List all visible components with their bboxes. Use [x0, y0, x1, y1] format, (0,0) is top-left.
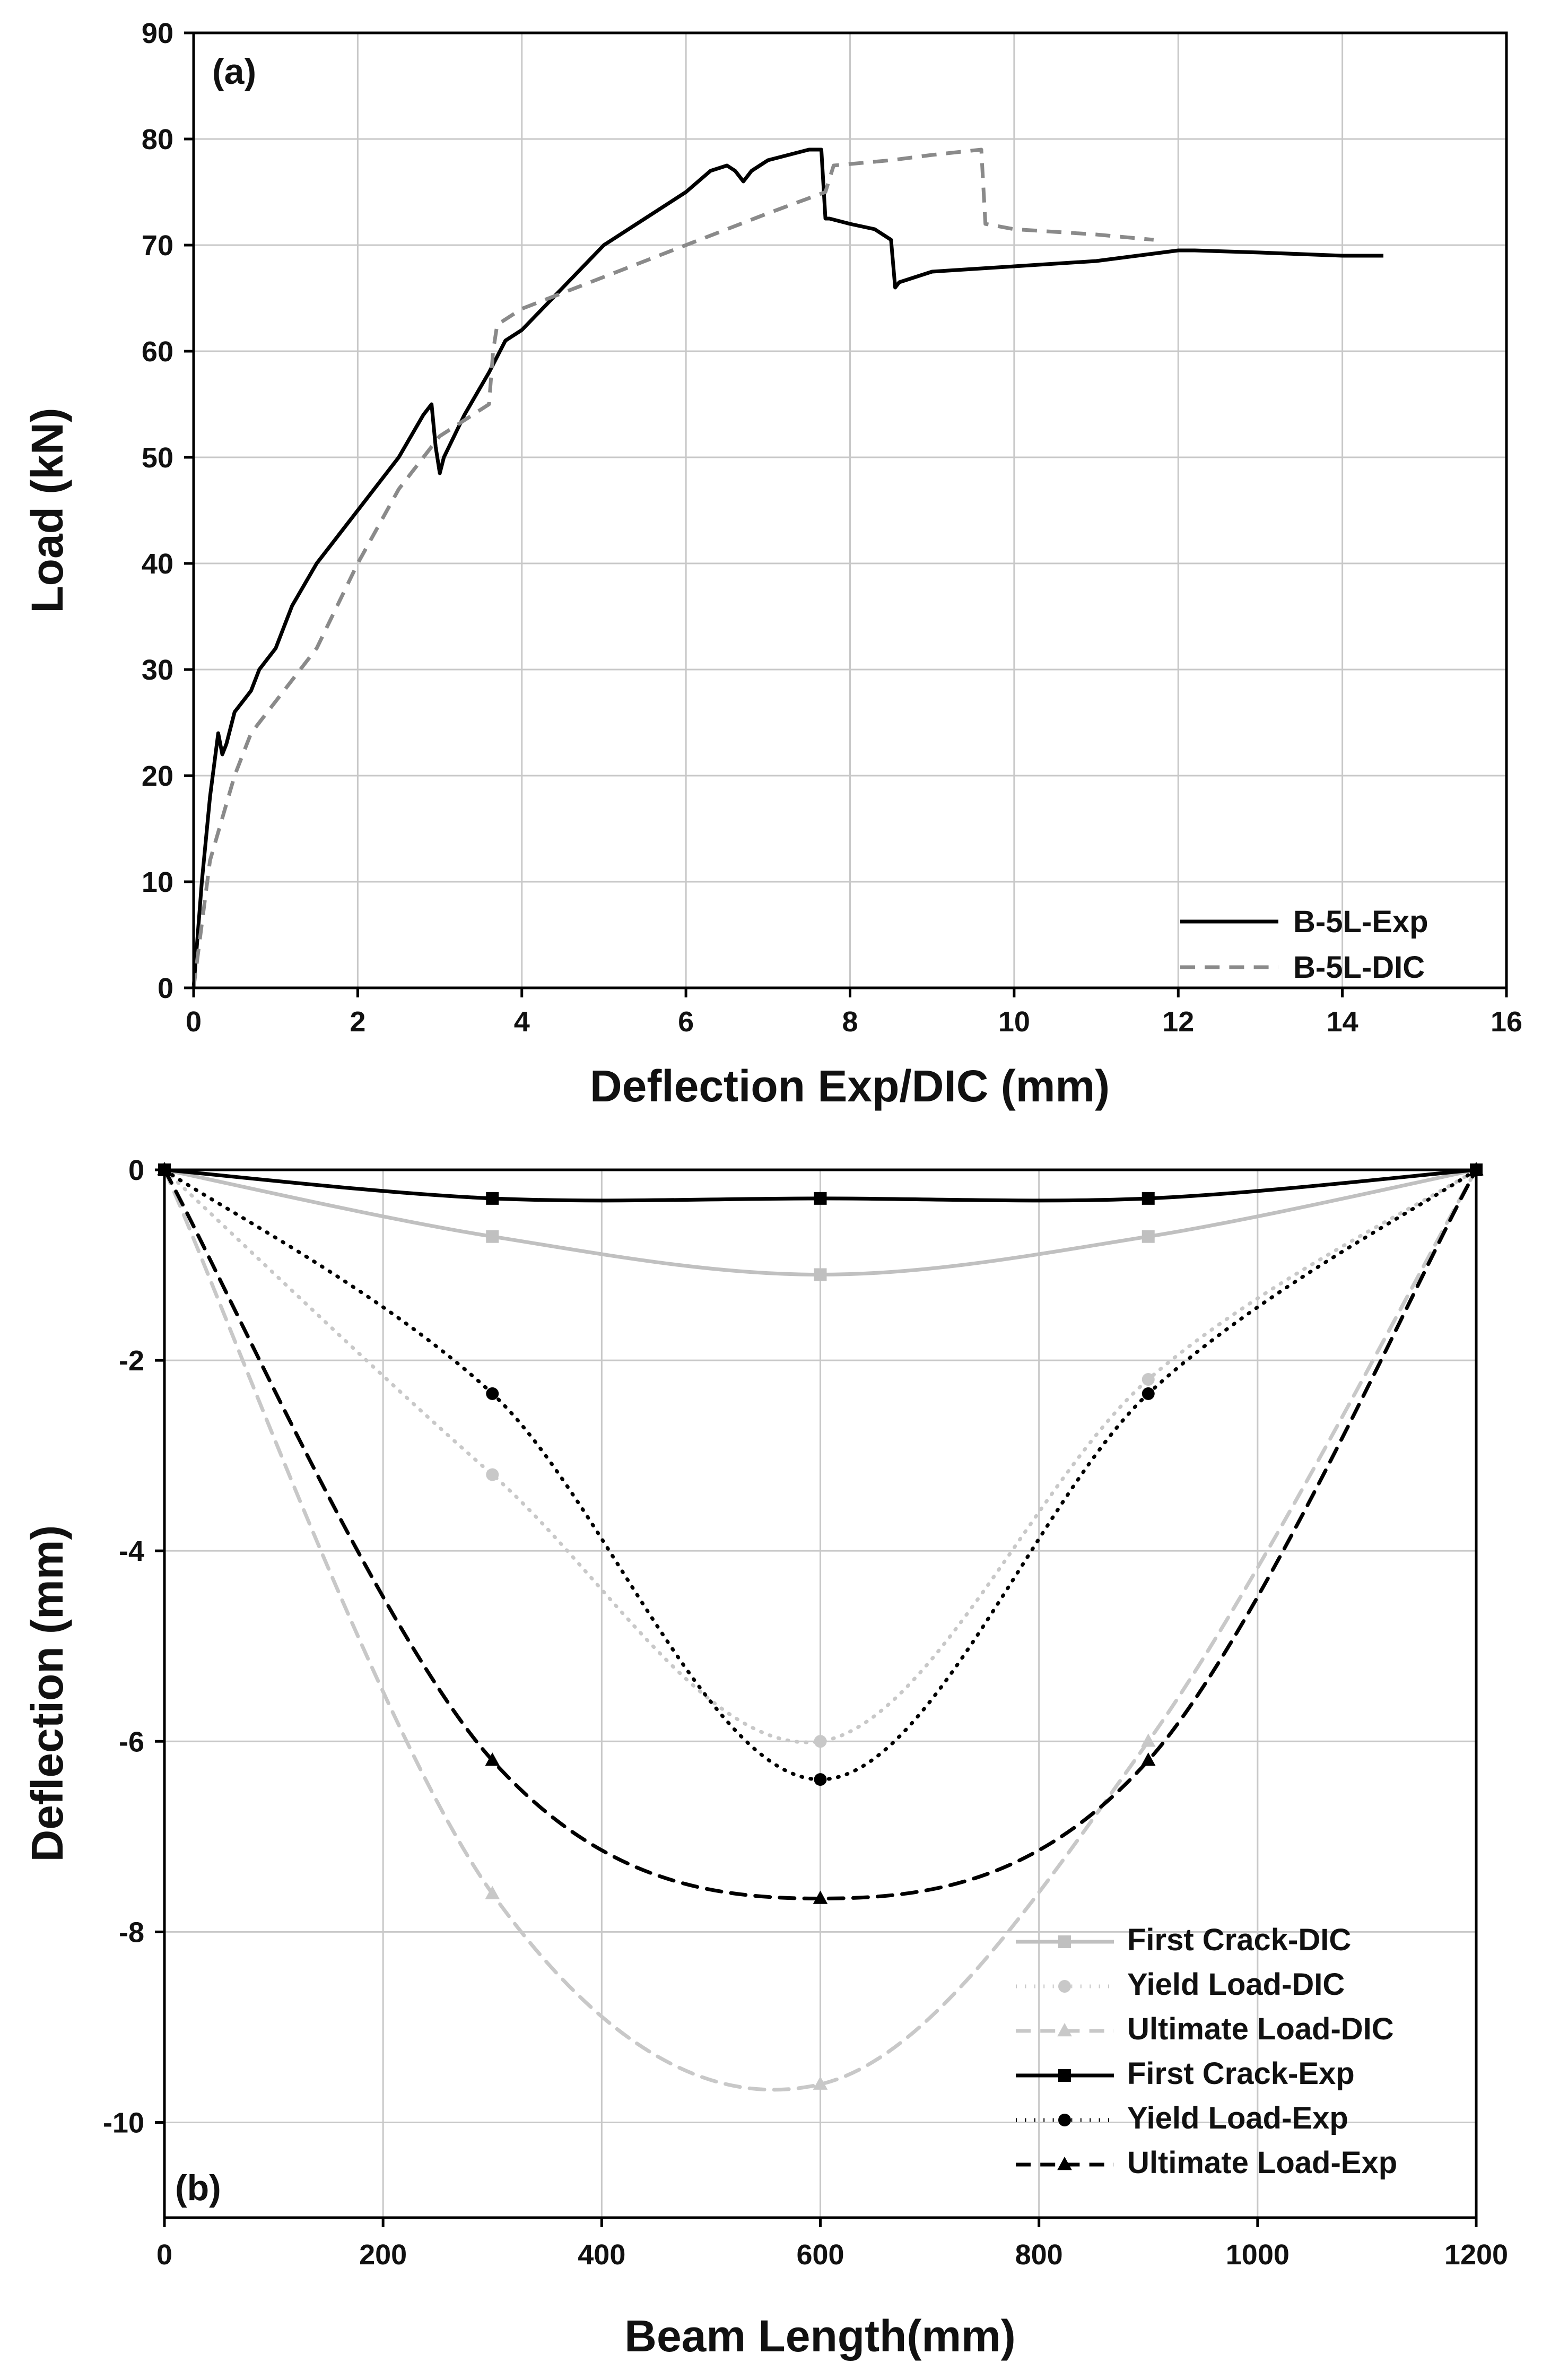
panel-a-x-tick-0: 0 — [186, 1006, 202, 1038]
panel-a-x-tick-4: 4 — [514, 1006, 530, 1038]
panel-b-x-tick-600: 600 — [796, 2239, 844, 2271]
panel-b-y-tick-labels: 0 -2 -4 -6 -8 -10 — [103, 1154, 164, 2139]
data-point-first-crack-dic-300 — [486, 1230, 499, 1243]
legend-marker-ultimate-load-exp — [1057, 2157, 1072, 2170]
legend-label-first-crack-dic: First Crack-DIC — [1127, 1923, 1351, 1957]
series-line-ultimate-load-dic — [162, 1168, 1478, 2092]
panel-a-y-tick-20: 20 — [142, 760, 173, 792]
data-point-first-crack-exp-600 — [814, 1192, 827, 1205]
panel-b-y-tick--2: -2 — [119, 1345, 144, 1377]
data-point-first-crack-dic-900 — [1142, 1230, 1155, 1243]
legend-label-first-crack-exp: First Crack-Exp — [1127, 2056, 1355, 2091]
panel-b-series — [157, 1162, 1484, 2092]
legend-label-b-5l-dic: B-5L-DIC — [1293, 950, 1425, 985]
panel-a-x-axis-title: Deflection Exp/DIC (mm) — [590, 1061, 1110, 1111]
panel-b-x-tick-800: 800 — [1015, 2239, 1063, 2271]
panel-b-x-tick-0: 0 — [156, 2239, 172, 2271]
panel-b-y-tick--8: -8 — [119, 1916, 144, 1948]
panel-a-x-tick-14: 14 — [1327, 1006, 1358, 1038]
legend-marker-yield-load-dic — [1058, 1980, 1071, 1993]
data-point-ultimate-load-dic-900 — [1140, 1733, 1156, 1747]
panel-a-y-tick-0: 0 — [158, 972, 173, 1004]
panel-a-x-tick-12: 12 — [1162, 1006, 1194, 1038]
panel-a-x-tick-8: 8 — [842, 1006, 858, 1038]
panel-a-x-tick-16: 16 — [1491, 1006, 1522, 1038]
panel-b-x-tick-1000: 1000 — [1226, 2239, 1290, 2271]
data-point-yield-load-exp-900 — [1142, 1387, 1155, 1400]
panel-a-y-tick-40: 40 — [142, 548, 173, 580]
panel-b-y-tick--10: -10 — [103, 2107, 144, 2139]
panel-a-y-tick-labels: 0 10 20 30 40 50 60 70 80 90 — [142, 18, 194, 1004]
panel-b-x-tick-1200: 1200 — [1444, 2239, 1508, 2271]
panel-b-label: (b) — [175, 2168, 221, 2208]
legend-marker-ultimate-load-dic — [1057, 2023, 1072, 2037]
data-point-yield-load-dic-600 — [814, 1735, 827, 1748]
panel-a-x-tick-labels: 0 2 4 6 8 10 12 14 16 — [186, 988, 1522, 1038]
panel-a-legend: B-5L-Exp B-5L-DIC — [1180, 905, 1428, 985]
data-point-ultimate-load-dic-600 — [813, 2076, 828, 2090]
series-line-b-5l-dic — [191, 147, 1154, 988]
panel-b-x-axis-title: Beam Length(mm) — [624, 2311, 1015, 2361]
data-point-ultimate-load-exp-600 — [813, 1890, 828, 1904]
panel-a-y-tick-70: 70 — [142, 230, 173, 262]
data-point-first-crack-exp-300 — [486, 1192, 499, 1205]
legend-label-ultimate-load-exp: Ultimate Load-Exp — [1127, 2146, 1397, 2180]
panel-a-y-tick-30: 30 — [142, 654, 173, 686]
panel-a-y-tick-60: 60 — [142, 336, 173, 368]
panel-b-x-tick-400: 400 — [578, 2239, 625, 2271]
data-point-yield-load-dic-900 — [1142, 1373, 1155, 1386]
panel-a-y-axis-title: Load (kN) — [22, 407, 72, 613]
data-point-first-crack-exp-900 — [1142, 1192, 1155, 1205]
series-line-b-5l-exp — [191, 147, 1383, 988]
legend-label-ultimate-load-dic: Ultimate Load-DIC — [1127, 2012, 1394, 2046]
data-point-yield-load-exp-300 — [486, 1387, 499, 1400]
panel-b-y-tick--6: -6 — [119, 1726, 144, 1758]
legend-label-b-5l-exp: B-5L-Exp — [1293, 905, 1428, 939]
panel-a-label: (a) — [212, 51, 256, 92]
data-point-ultimate-load-dic-300 — [485, 1886, 500, 1899]
panel-b-y-axis-title: Deflection (mm) — [22, 1525, 72, 1862]
data-point-first-crack-dic-600 — [814, 1268, 827, 1281]
legend-label-yield-load-exp: Yield Load-Exp — [1127, 2101, 1348, 2135]
panel-a-x-tick-10: 10 — [998, 1006, 1030, 1038]
panel-a-y-tick-90: 90 — [142, 18, 173, 49]
data-point-ultimate-load-exp-300 — [485, 1752, 500, 1766]
panel-a-x-tick-6: 6 — [678, 1006, 694, 1038]
panel-b-deflection-profile-chart: 0 200 400 600 800 1000 1200 0 -2 -4 -6 -8 -10 (b) B… — [22, 1154, 1508, 2361]
panel-a-y-tick-10: 10 — [142, 866, 173, 898]
legend-label-yield-load-dic: Yield Load-DIC — [1127, 1967, 1345, 2002]
panel-a-series — [191, 147, 1383, 988]
legend-marker-first-crack-dic — [1058, 1935, 1071, 1948]
panel-a-grid — [193, 32, 1508, 989]
panel-a-y-tick-80: 80 — [142, 124, 173, 155]
data-point-yield-load-exp-600 — [814, 1773, 827, 1786]
data-point-yield-load-dic-300 — [486, 1468, 499, 1481]
panel-b-x-tick-labels: 0 200 400 600 800 1000 1200 — [156, 2218, 1508, 2271]
panel-b-legend: First Crack-DIC Yield Load-DIC Ultimate … — [1016, 1923, 1397, 2180]
panel-b-x-tick-200: 200 — [359, 2239, 407, 2271]
data-point-ultimate-load-exp-900 — [1140, 1752, 1156, 1766]
panel-a-y-tick-50: 50 — [142, 442, 173, 474]
legend-marker-first-crack-exp — [1058, 2069, 1071, 2082]
panel-b-y-tick-0: 0 — [128, 1154, 144, 1186]
panel-a-x-tick-2: 2 — [350, 1006, 365, 1038]
panel-a-load-deflection-chart: 0 2 4 6 8 10 12 14 16 0 10 20 30 40 50 60 70 80 90 (a) De… — [22, 18, 1522, 1111]
panel-b-y-tick--4: -4 — [119, 1535, 144, 1567]
legend-marker-yield-load-exp — [1058, 2114, 1071, 2126]
